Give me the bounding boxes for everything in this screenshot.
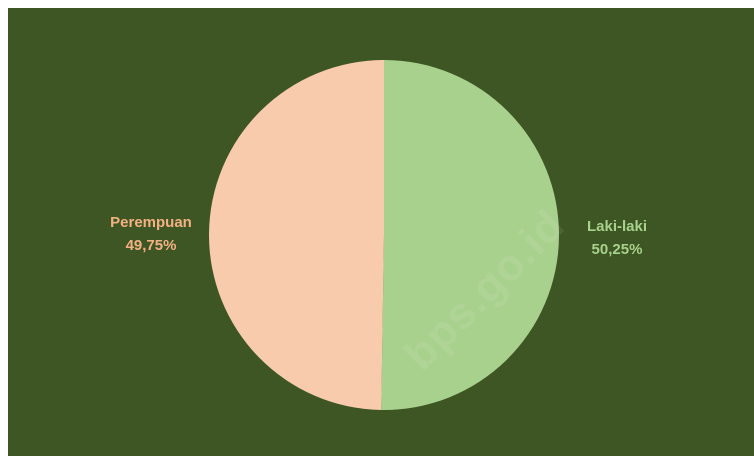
slice-label-laki-laki: Laki-laki xyxy=(587,218,647,235)
slice-label-perempuan: Perempuan xyxy=(110,214,192,231)
pie-slice-perempuan xyxy=(208,60,384,410)
slice-value-perempuan: 49,75% xyxy=(126,237,177,254)
slice-value-laki-laki: 50,25% xyxy=(592,241,643,258)
pie-slice-laki-laki xyxy=(381,60,559,411)
